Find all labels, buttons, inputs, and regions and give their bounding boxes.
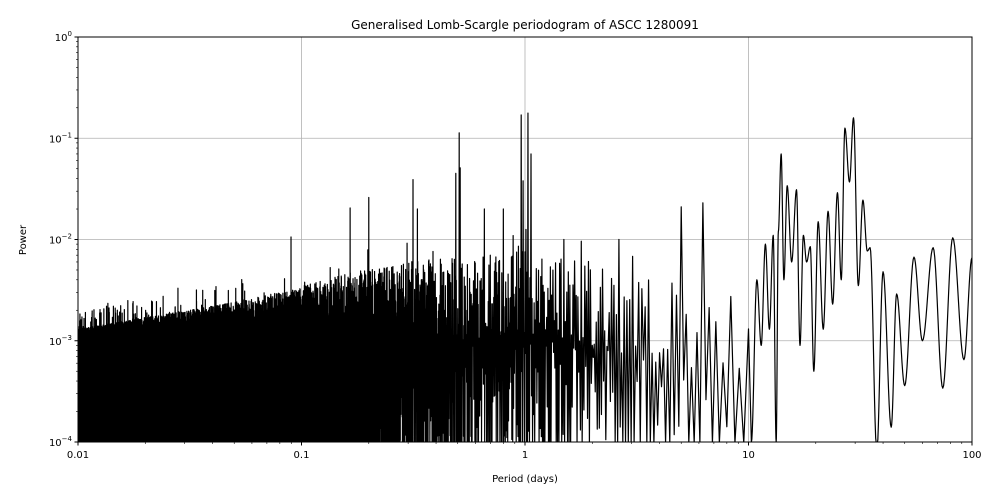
axis-ticks: 0.01 0.1 1 10 100 10−4 10−3 10−2 10−1 100: [49, 30, 982, 461]
x-tick-label: 100: [962, 450, 981, 461]
periodogram-line: [78, 112, 972, 442]
x-axis-label: Period (days): [492, 474, 558, 485]
y-tick-label: 10−2: [49, 233, 72, 247]
y-tick-label: 10−4: [49, 435, 73, 449]
y-tick-label: 10−1: [49, 131, 72, 145]
x-tick-label: 0.01: [67, 450, 89, 461]
chart-title: Generalised Lomb-Scargle periodogram of …: [351, 18, 699, 32]
y-axis-label: Power: [18, 224, 29, 255]
x-tick-label: 1: [522, 450, 528, 461]
x-tick-label: 0.1: [294, 450, 310, 461]
x-tick-label: 10: [742, 450, 755, 461]
y-tick-label: 10−3: [49, 334, 72, 348]
y-tick-label: 100: [55, 30, 72, 44]
